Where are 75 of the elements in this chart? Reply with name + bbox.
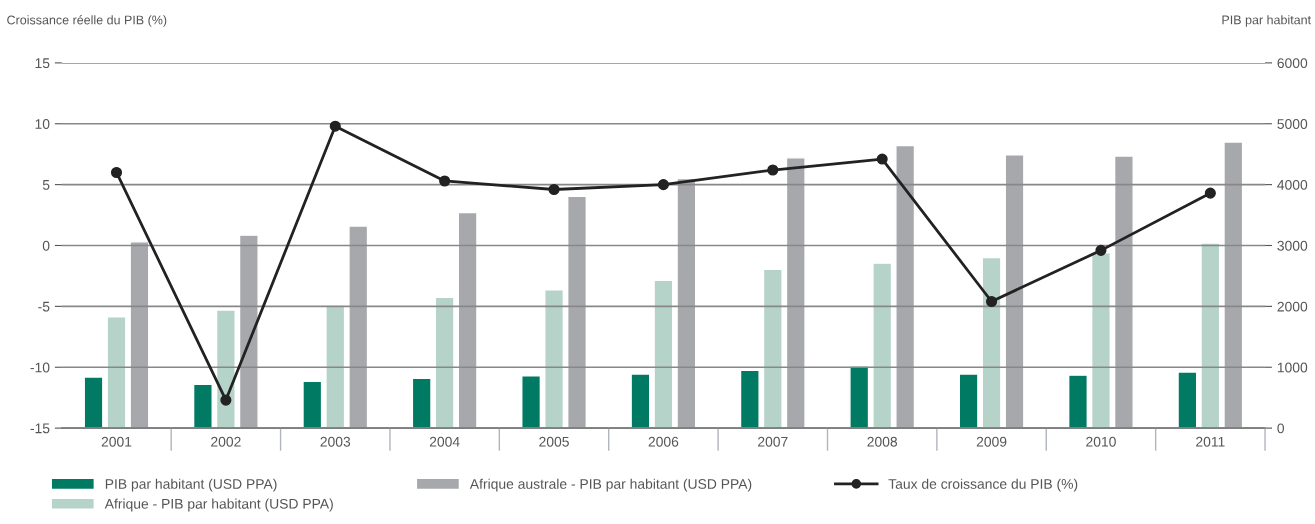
y2-tick-label: 4000 [1277, 179, 1308, 190]
legend-label: PIB par habitant (USD PPA) [105, 478, 277, 492]
bar [1223, 141, 1244, 429]
bar [785, 157, 806, 429]
y-tick-label: 5 [42, 180, 50, 190]
x-tick-label: 2011 [1196, 436, 1225, 447]
y2-tick-label: 3000 [1277, 240, 1308, 251]
bar [411, 377, 432, 429]
bar [1113, 155, 1134, 429]
x-tick-label: 2010 [1086, 436, 1116, 447]
point [548, 183, 560, 196]
bar [434, 296, 455, 429]
x-tick-label: 2008 [867, 436, 898, 447]
y-tick-label: 0 [42, 240, 50, 251]
bar [762, 268, 783, 429]
x-tick-label: 2007 [758, 436, 788, 447]
point [986, 295, 998, 308]
x-tick-label: 2009 [976, 436, 1007, 447]
bar [215, 309, 236, 429]
point [1204, 187, 1216, 199]
y-tick-label: -15 [30, 423, 50, 434]
bar [302, 380, 323, 429]
bar [106, 316, 127, 429]
point [220, 394, 232, 406]
y2-tick-label: 0 [1277, 423, 1285, 434]
x-tick-label: 2003 [320, 436, 351, 447]
bar [83, 376, 104, 429]
y2-tick-label: 1000 [1277, 362, 1308, 373]
point [657, 179, 669, 191]
x-tick-label: 2006 [648, 436, 679, 447]
x-tick-label: 2001 [101, 436, 132, 447]
legend-label: Afrique australe - PIB par habitant (USD PPA) [469, 478, 752, 492]
bar [1067, 374, 1088, 429]
bar [676, 177, 697, 429]
bar [192, 383, 213, 429]
bar [1004, 154, 1025, 429]
point [1095, 244, 1107, 256]
bar [1177, 371, 1198, 429]
bar [457, 211, 478, 429]
bar [544, 289, 565, 429]
y2-tick-label: 6000 [1277, 58, 1308, 69]
y2-tick-label: 2000 [1277, 301, 1308, 312]
y-axis-title: Croissance réelle du PIB (%) [7, 15, 167, 27]
x-tick-label: 2004 [429, 436, 460, 447]
bar [238, 234, 259, 429]
bar [567, 195, 587, 429]
y-tick-label: -10 [30, 362, 50, 373]
y-tick-label: -5 [38, 301, 50, 312]
bar [849, 365, 870, 429]
point [110, 166, 123, 179]
y2-tick-label: 5000 [1277, 119, 1308, 129]
point [439, 175, 451, 187]
point [876, 153, 888, 165]
y2-axis-title: PIB par habitant [1222, 15, 1311, 27]
x-tick-label: 2002 [211, 436, 241, 447]
bar [630, 373, 651, 429]
bar [521, 375, 542, 429]
bar [981, 256, 1002, 429]
x-tick-label: 2005 [539, 436, 569, 447]
bar [872, 262, 893, 429]
bar [895, 144, 916, 429]
point [767, 164, 779, 176]
bar [653, 279, 674, 429]
bar [1200, 242, 1221, 429]
legend-label: Taux de croissance du PIB (%) [888, 478, 1078, 492]
y-tick-label: 15 [35, 58, 50, 69]
bar [739, 369, 760, 429]
bar [1090, 252, 1111, 429]
point [329, 120, 341, 132]
bar [325, 304, 346, 429]
bar [348, 225, 369, 429]
legend-label: Afrique - PIB par habitant (USD PPA) [104, 498, 333, 512]
y-tick-label: 10 [35, 119, 50, 129]
bar [129, 241, 150, 429]
bar [958, 373, 979, 429]
